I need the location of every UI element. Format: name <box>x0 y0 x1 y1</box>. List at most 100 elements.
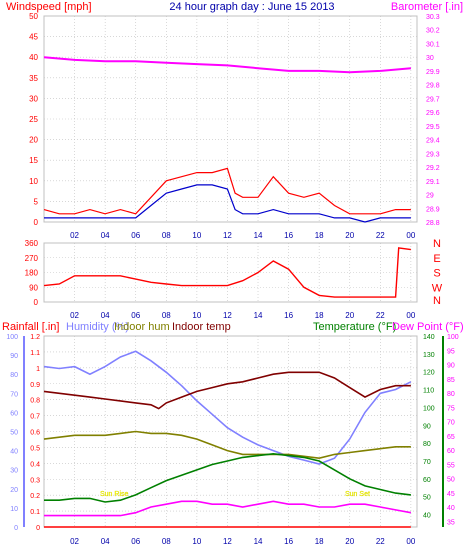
lower-xtick: 06 <box>131 537 140 546</box>
compass-letter: W <box>432 282 443 294</box>
wind-xtick: 12 <box>223 231 232 240</box>
humidity-ytick: 10 <box>10 506 18 513</box>
windspeed-ytick: 40 <box>29 53 38 62</box>
direction-xtick: 20 <box>345 311 354 320</box>
wind-xtick: 14 <box>254 231 263 240</box>
lower-xtick: 08 <box>162 537 171 546</box>
windspeed-ytick: 25 <box>29 115 38 124</box>
barometer-ytick: 29.6 <box>426 110 440 117</box>
dew-point-ytick: 100 <box>447 334 459 341</box>
lower-xtick: 00 <box>406 537 415 546</box>
humidity-ytick: 70 <box>10 391 18 398</box>
plot-areas: 0510152025303540455028.828.92929.129.229… <box>6 12 458 546</box>
wind-xtick: 00 <box>406 231 415 240</box>
lower-xtick: 10 <box>192 537 201 546</box>
legend-rainfall: Rainfall [.in] <box>2 321 59 333</box>
wind-xtick: 08 <box>162 231 171 240</box>
lower-xtick: 04 <box>101 537 110 546</box>
humidity-ytick: 30 <box>10 468 18 475</box>
direction-ytick: 0 <box>34 298 39 307</box>
legend-dew-point: Dew Point (°F) <box>392 321 464 333</box>
windspeed-ytick: 5 <box>34 197 39 206</box>
temperature-ytick: 90 <box>423 423 431 430</box>
dew-point-ytick: 40 <box>447 505 455 512</box>
direction-xtick: 18 <box>315 311 324 320</box>
rainfall-ytick: 0.7 <box>30 414 40 421</box>
dew-point-ytick: 85 <box>447 377 455 384</box>
wind-direction-line <box>43 247 411 298</box>
barometer-ytick: 29.4 <box>426 138 440 145</box>
windspeed-ytick: 45 <box>29 33 38 42</box>
sunrise-annotation: Sun Rise <box>100 491 129 498</box>
dew-point-ytick: 60 <box>447 448 455 455</box>
direction-ytick: 180 <box>25 269 39 278</box>
windspeed-ytick: 30 <box>29 94 38 103</box>
humidity-ytick: 60 <box>10 410 18 417</box>
humidity-ytick: 40 <box>10 449 18 456</box>
windspeed-ytick: 35 <box>29 74 38 83</box>
barometer-ytick: 30.3 <box>426 14 440 21</box>
direction-xtick: 00 <box>406 311 415 320</box>
dew-point-ytick: 70 <box>447 420 455 427</box>
rainfall-ytick: 0.8 <box>30 398 40 405</box>
windspeed-ytick: 20 <box>29 136 38 145</box>
humidity-ytick: 0 <box>14 525 18 532</box>
wind-xtick: 18 <box>315 231 324 240</box>
rainfall-ytick: 1.1 <box>30 350 40 357</box>
barometer-ytick: 28.9 <box>426 206 440 213</box>
indoor-temp-line <box>43 371 411 410</box>
lower-xtick: 18 <box>315 537 324 546</box>
temperature-ytick: 50 <box>423 495 431 502</box>
lower-xtick: 16 <box>284 537 293 546</box>
lower-xtick: 14 <box>254 537 263 546</box>
dew-point-ytick: 90 <box>447 363 455 370</box>
avg-windspeed-line <box>44 184 411 223</box>
wind-xtick: 04 <box>101 231 110 240</box>
barometer-ytick: 29.1 <box>426 179 440 186</box>
temperature-ytick: 130 <box>423 352 435 359</box>
legend-temperature: Temperature (°F) <box>313 321 396 333</box>
indoor-hum-line <box>43 430 411 460</box>
temperature-ytick: 140 <box>423 334 435 341</box>
wind-xtick: 22 <box>376 231 385 240</box>
wind-xtick: 16 <box>284 231 293 240</box>
barometer-line <box>43 56 411 74</box>
rainfall-ytick: 1 <box>36 366 40 373</box>
direction-xtick: 02 <box>70 311 79 320</box>
direction-xtick: 08 <box>162 311 171 320</box>
rainfall-ytick: 0.2 <box>30 493 40 500</box>
compass-letter: N <box>433 238 441 250</box>
legend-humidity: Humidity (%) <box>66 321 129 333</box>
dew-point-ytick: 65 <box>447 434 455 441</box>
barometer-ytick: 28.8 <box>426 220 440 227</box>
dew-point-ytick: 80 <box>447 391 455 398</box>
rainfall-ytick: 1.2 <box>30 334 40 341</box>
legend-indoor-hum: Indoor hum <box>114 321 170 333</box>
rainfall-ytick: 0.6 <box>30 430 40 437</box>
direction-xtick: 22 <box>376 311 385 320</box>
dew-point-ytick: 95 <box>447 348 455 355</box>
lower-xtick: 02 <box>70 537 79 546</box>
humidity-ytick: 80 <box>10 372 18 379</box>
lower-xtick: 20 <box>345 537 354 546</box>
chart-title: 24 hour graph day : June 15 2013 <box>169 1 334 13</box>
rainfall-ytick: 0 <box>36 525 40 532</box>
barometer-ytick: 29.7 <box>426 96 440 103</box>
barometer-ytick: 29.5 <box>426 124 440 131</box>
wind-xtick: 10 <box>192 231 201 240</box>
lower-xtick: 12 <box>223 537 232 546</box>
temperature-line <box>44 452 411 503</box>
wind-xtick: 20 <box>345 231 354 240</box>
temperature-ytick: 110 <box>423 388 434 395</box>
direction-xtick: 06 <box>131 311 140 320</box>
compass-letter: S <box>433 268 440 280</box>
humidity-ytick: 50 <box>10 430 18 437</box>
temperature-ytick: 60 <box>423 477 431 484</box>
rainfall-ytick: 0.9 <box>30 382 40 389</box>
temperature-ytick: 120 <box>423 370 435 377</box>
dew-point-ytick: 35 <box>447 519 455 526</box>
direction-xtick: 16 <box>284 311 293 320</box>
sunset-annotation: Sun Set <box>345 491 370 498</box>
dew-point-ytick: 50 <box>447 477 455 484</box>
